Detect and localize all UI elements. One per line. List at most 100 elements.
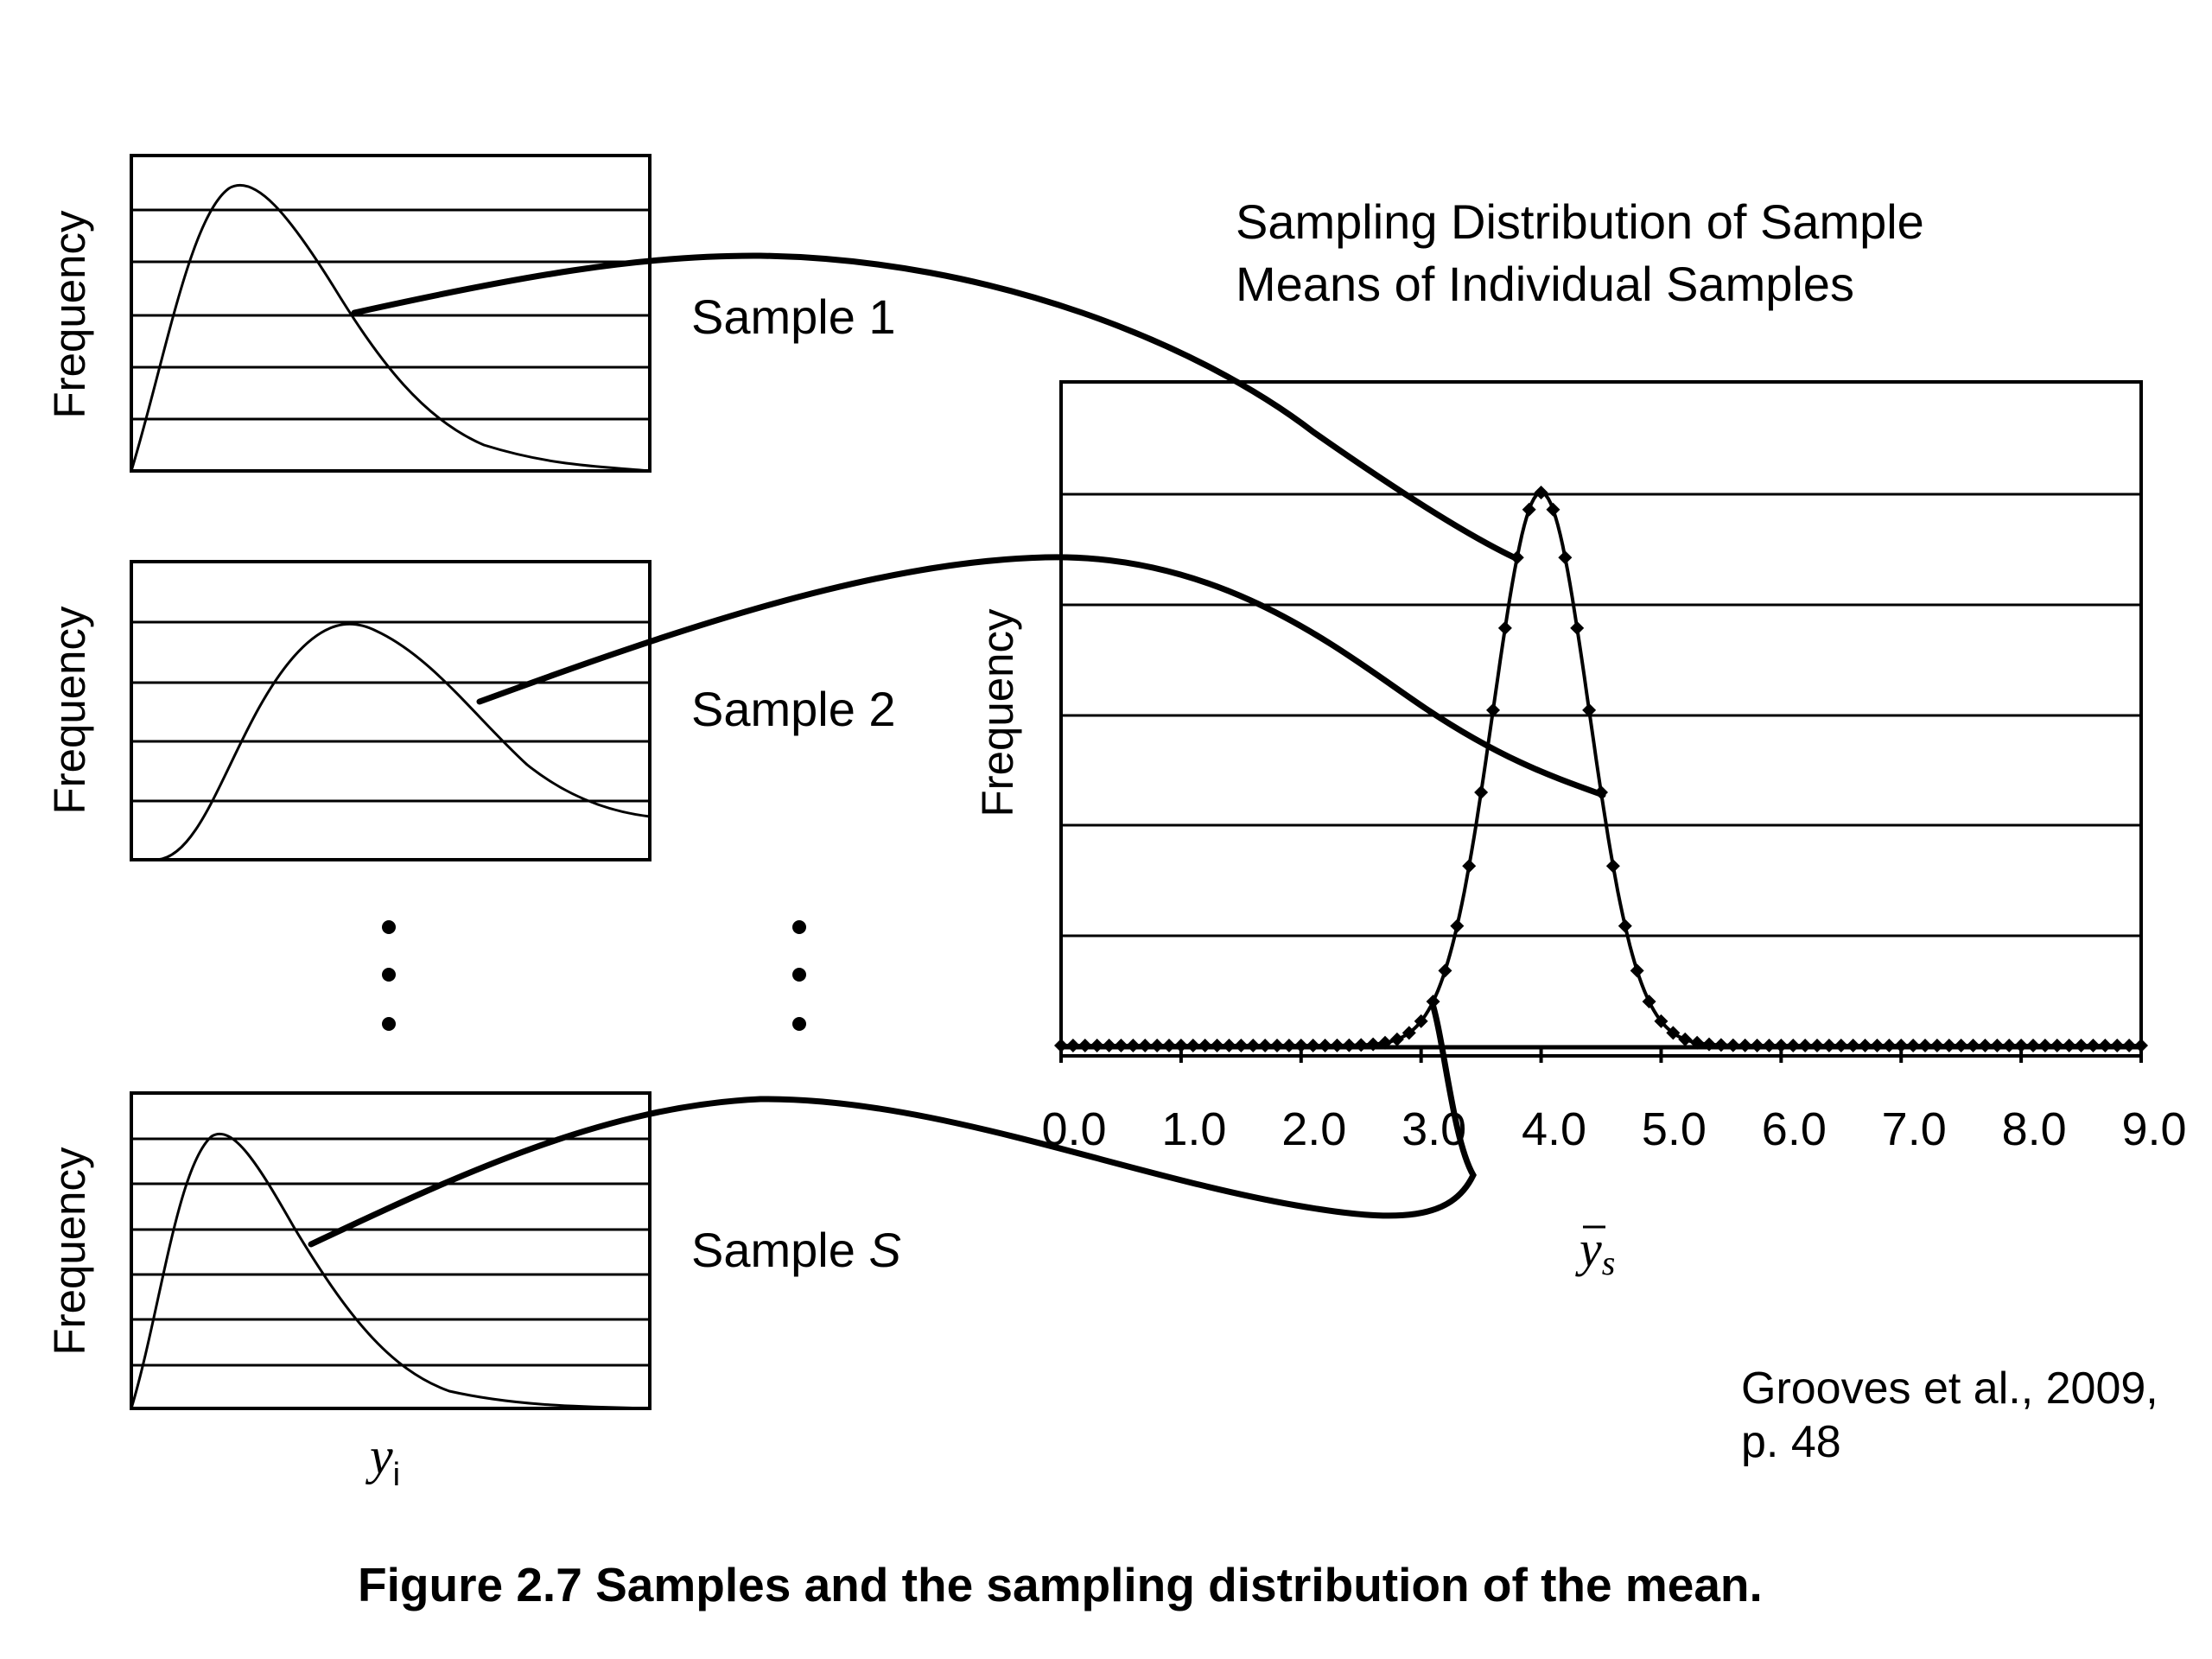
distribution-marker [1882,1039,1897,1052]
distribution-marker [1294,1038,1308,1052]
distribution-marker [1414,1014,1428,1028]
sample-1-panel: Frequency Sample 1 [45,154,896,473]
distribution-marker [1162,1039,1176,1052]
distribution-marker [1630,963,1644,978]
distribution-marker [1389,1032,1404,1046]
sampling-title-line-1: Sampling Distribution of Sample [1236,194,1924,249]
distribution-marker [1966,1039,1980,1052]
distribution-marker [1810,1039,1824,1052]
distribution-marker [1210,1039,1224,1052]
distribution-marker [1954,1039,1968,1052]
sampling-chart: 0.0 1.0 2.0 3.0 4.0 5.0 6.0 7.0 8.0 9.0 Frequency… [973,380,2187,1282]
mean-connector-lines [308,252,1606,1248]
distribution-marker [1546,502,1560,517]
distribution-marker [1738,1038,1752,1052]
sample-1-curve [130,183,651,473]
x-tick-label: 2.0 [1281,1103,1346,1155]
yi-axis-label: yi [365,1427,400,1493]
distribution-marker [1798,1038,1813,1052]
distribution-marker [1846,1039,1860,1052]
x-tick-label: 4.0 [1522,1103,1586,1155]
figure-caption: Figure 2.7 Samples and the sampling dist… [358,1558,1763,1611]
sampling-chart-ylabel: Frequency [973,608,1022,817]
x-tick-label: 1.0 [1161,1103,1226,1155]
distribution-marker [1065,1039,1080,1052]
x-tick-label: 7.0 [1882,1103,1947,1155]
distribution-marker [1173,1039,1188,1052]
distribution-marker [1702,1037,1716,1052]
connector-sample-1 [351,252,1517,561]
distribution-marker [1138,1039,1153,1052]
x-tick-label: 8.0 [2002,1103,2067,1155]
distribution-marker [1821,1039,1836,1052]
sample-2-label: Sample 2 [691,682,896,736]
distribution-marker [1605,859,1620,874]
sample-s-gridlines [131,1137,650,1367]
distribution-marker [1870,1039,1885,1052]
distribution-marker [1281,1038,1296,1052]
distribution-marker [2134,1039,2148,1052]
distribution-marker [1342,1038,1357,1052]
distribution-marker [1185,1039,1200,1052]
sample-s-frame [130,1091,652,1410]
distribution-marker [1102,1039,1116,1052]
distribution-marker [1258,1039,1273,1052]
distribution-marker [1438,963,1452,978]
distribution-marker [1270,1038,1284,1052]
connector-sample-s [308,1001,1477,1248]
distribution-marker [1726,1038,1740,1052]
distribution-marker [1318,1038,1332,1052]
x-tick-label: 9.0 [2121,1103,2186,1155]
distribution-marker [1774,1038,1789,1052]
distribution-marker [1354,1038,1369,1052]
connector-sample-2 [476,554,1606,798]
distribution-marker [1090,1039,1104,1052]
sample-s-label: Sample S [691,1223,901,1277]
distribution-marker [1306,1038,1320,1052]
distribution-marker [1402,1026,1416,1040]
x-tick-label: 6.0 [1762,1103,1827,1155]
sampling-chart-frame [1059,380,2143,1058]
distribution-marker [1929,1039,1944,1052]
citation-line-1: Grooves et al., 2009, [1741,1363,2158,1414]
distribution-marker [1978,1039,1993,1052]
distribution-marker [1234,1039,1249,1052]
distribution-marker [1762,1038,1777,1052]
distribution-marker [1750,1038,1764,1052]
distribution-marker [1222,1039,1236,1052]
distribution-marker [1894,1039,1909,1052]
distribution-marker [2098,1039,2113,1052]
distribution-marker [1378,1035,1392,1050]
distribution-marker [1534,486,1548,499]
sample-2-gridlines [131,620,650,803]
distribution-marker [1198,1039,1212,1052]
sample-1-ylabel: Frequency [45,210,94,418]
distribution-marker [2086,1039,2101,1052]
distribution-marker [1558,550,1573,565]
distribution-marker [2110,1039,2125,1052]
distribution-marker [1654,1014,1669,1028]
distribution-marker [1330,1038,1344,1052]
distribution-marker [1834,1039,1848,1052]
citation-line-2: p. 48 [1741,1417,1841,1467]
distribution-marker [1150,1039,1165,1052]
sample-2-curve [156,622,651,861]
sample-1-label: Sample 1 [691,289,896,344]
sampling-chart-gridlines [1061,493,2141,938]
distribution-marker [2074,1039,2088,1052]
distribution-marker [1462,859,1477,874]
distribution-marker [1690,1035,1705,1050]
distribution-marker [2026,1039,2040,1052]
distribution-marker [2002,1039,2017,1052]
distribution-marker [1522,502,1536,517]
distribution-marker [1990,1039,2005,1052]
distribution-marker [1077,1039,1092,1052]
distribution-marker [2062,1039,2076,1052]
ys-axis-label: ys [1575,1221,1615,1282]
distribution-marker [1054,1039,1068,1052]
sample-s-ylabel: Frequency [45,1147,94,1355]
distribution-marker [1906,1039,1921,1052]
distribution-marker [1497,620,1512,635]
distribution-marker [1366,1037,1381,1052]
